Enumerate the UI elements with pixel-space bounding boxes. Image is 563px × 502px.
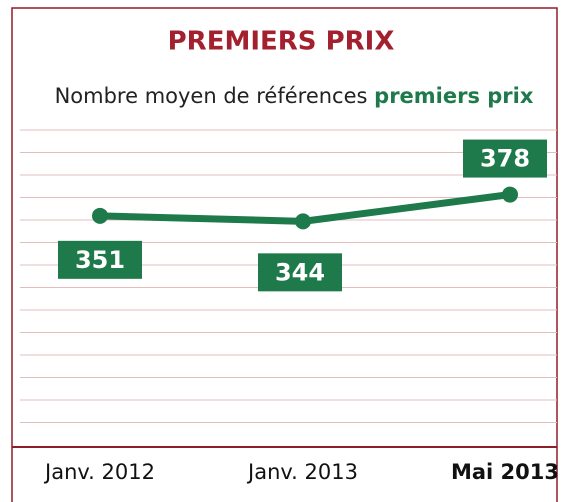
value-label: 378 (480, 145, 530, 173)
x-tick-label: Mai 2013 (451, 460, 559, 484)
x-tick-label: Janv. 2013 (246, 460, 358, 484)
value-label-box (58, 240, 142, 279)
point (92, 207, 108, 224)
point (502, 186, 518, 203)
chart-title: PREMIERS PRIX (168, 27, 395, 57)
subtitle-highlight: premiers prix (374, 84, 534, 108)
value-label-box (258, 253, 342, 292)
subtitle-text: Nombre moyen de références (55, 84, 368, 108)
frame (11, 7, 558, 502)
point (295, 213, 311, 230)
x-tick-label: Janv. 2012 (43, 460, 155, 484)
value-label-box (463, 139, 547, 178)
chart-subtitle: Nombre moyen de références premiers prix (55, 84, 534, 108)
value-label: 344 (275, 258, 325, 286)
value-label: 351 (75, 246, 125, 274)
